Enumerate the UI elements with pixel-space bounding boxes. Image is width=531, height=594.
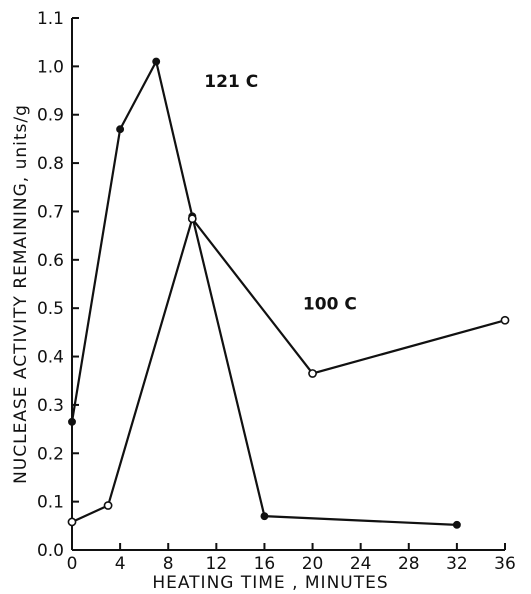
y-tick-label: 0.0 — [37, 541, 64, 561]
y-tick-label: 0.7 — [37, 202, 64, 222]
y-tick-label: 1.1 — [37, 9, 64, 29]
x-tick-label: 24 — [350, 554, 372, 574]
series-1: 121 C — [68, 57, 461, 529]
series-line — [71, 216, 506, 523]
data-point — [187, 214, 197, 224]
x-axis: 0 4 8 12 16 20 24 28 32 36 — [67, 543, 516, 574]
data-point — [68, 417, 76, 426]
x-tick-label: 4 — [115, 554, 126, 574]
y-axis: 0.0 0.1 0.2 0.3 0.4 0.5 0.6 0.7 0.8 0.9 1.0 1.1 — [37, 9, 79, 561]
data-point — [260, 512, 269, 521]
x-tick-label: 20 — [302, 554, 324, 574]
plot-area: 121 C 100 C — [67, 57, 510, 529]
x-tick-label: 0 — [67, 554, 78, 574]
data-point — [103, 501, 113, 510]
y-tick-label: 0.4 — [37, 348, 64, 368]
data-point — [308, 369, 317, 378]
x-tick-label: 16 — [254, 554, 276, 574]
series-label: 100 C — [303, 294, 357, 314]
y-tick-label: 0.8 — [37, 154, 64, 174]
series-2: 100 C — [67, 214, 510, 527]
x-tick-label: 32 — [446, 554, 468, 574]
x-tick-label: 28 — [398, 554, 420, 574]
y-tick-label: 0.6 — [37, 251, 64, 271]
y-tick-label: 1.0 — [37, 57, 64, 77]
data-point — [67, 517, 77, 527]
y-tick-label: 0.2 — [37, 444, 64, 464]
y-tick-label: 0.3 — [37, 396, 64, 416]
y-tick-label: 0.5 — [37, 299, 64, 319]
data-point — [500, 315, 510, 325]
series-line — [70, 58, 457, 526]
y-tick-label: 0.9 — [37, 106, 64, 126]
y-tick-label: 0.1 — [37, 493, 64, 513]
series-label: 121 C — [204, 72, 258, 92]
data-point — [452, 520, 461, 529]
data-point — [116, 125, 125, 134]
data-point — [152, 57, 161, 66]
x-tick-label: 36 — [494, 554, 516, 574]
x-tick-label: 8 — [163, 554, 174, 574]
y-axis-label: NUCLEASE ACTIVITY REMAINING, units/g — [11, 104, 31, 484]
x-axis-label: HEATING TIME , MINUTES — [152, 573, 388, 593]
x-tick-label: 12 — [206, 554, 228, 574]
